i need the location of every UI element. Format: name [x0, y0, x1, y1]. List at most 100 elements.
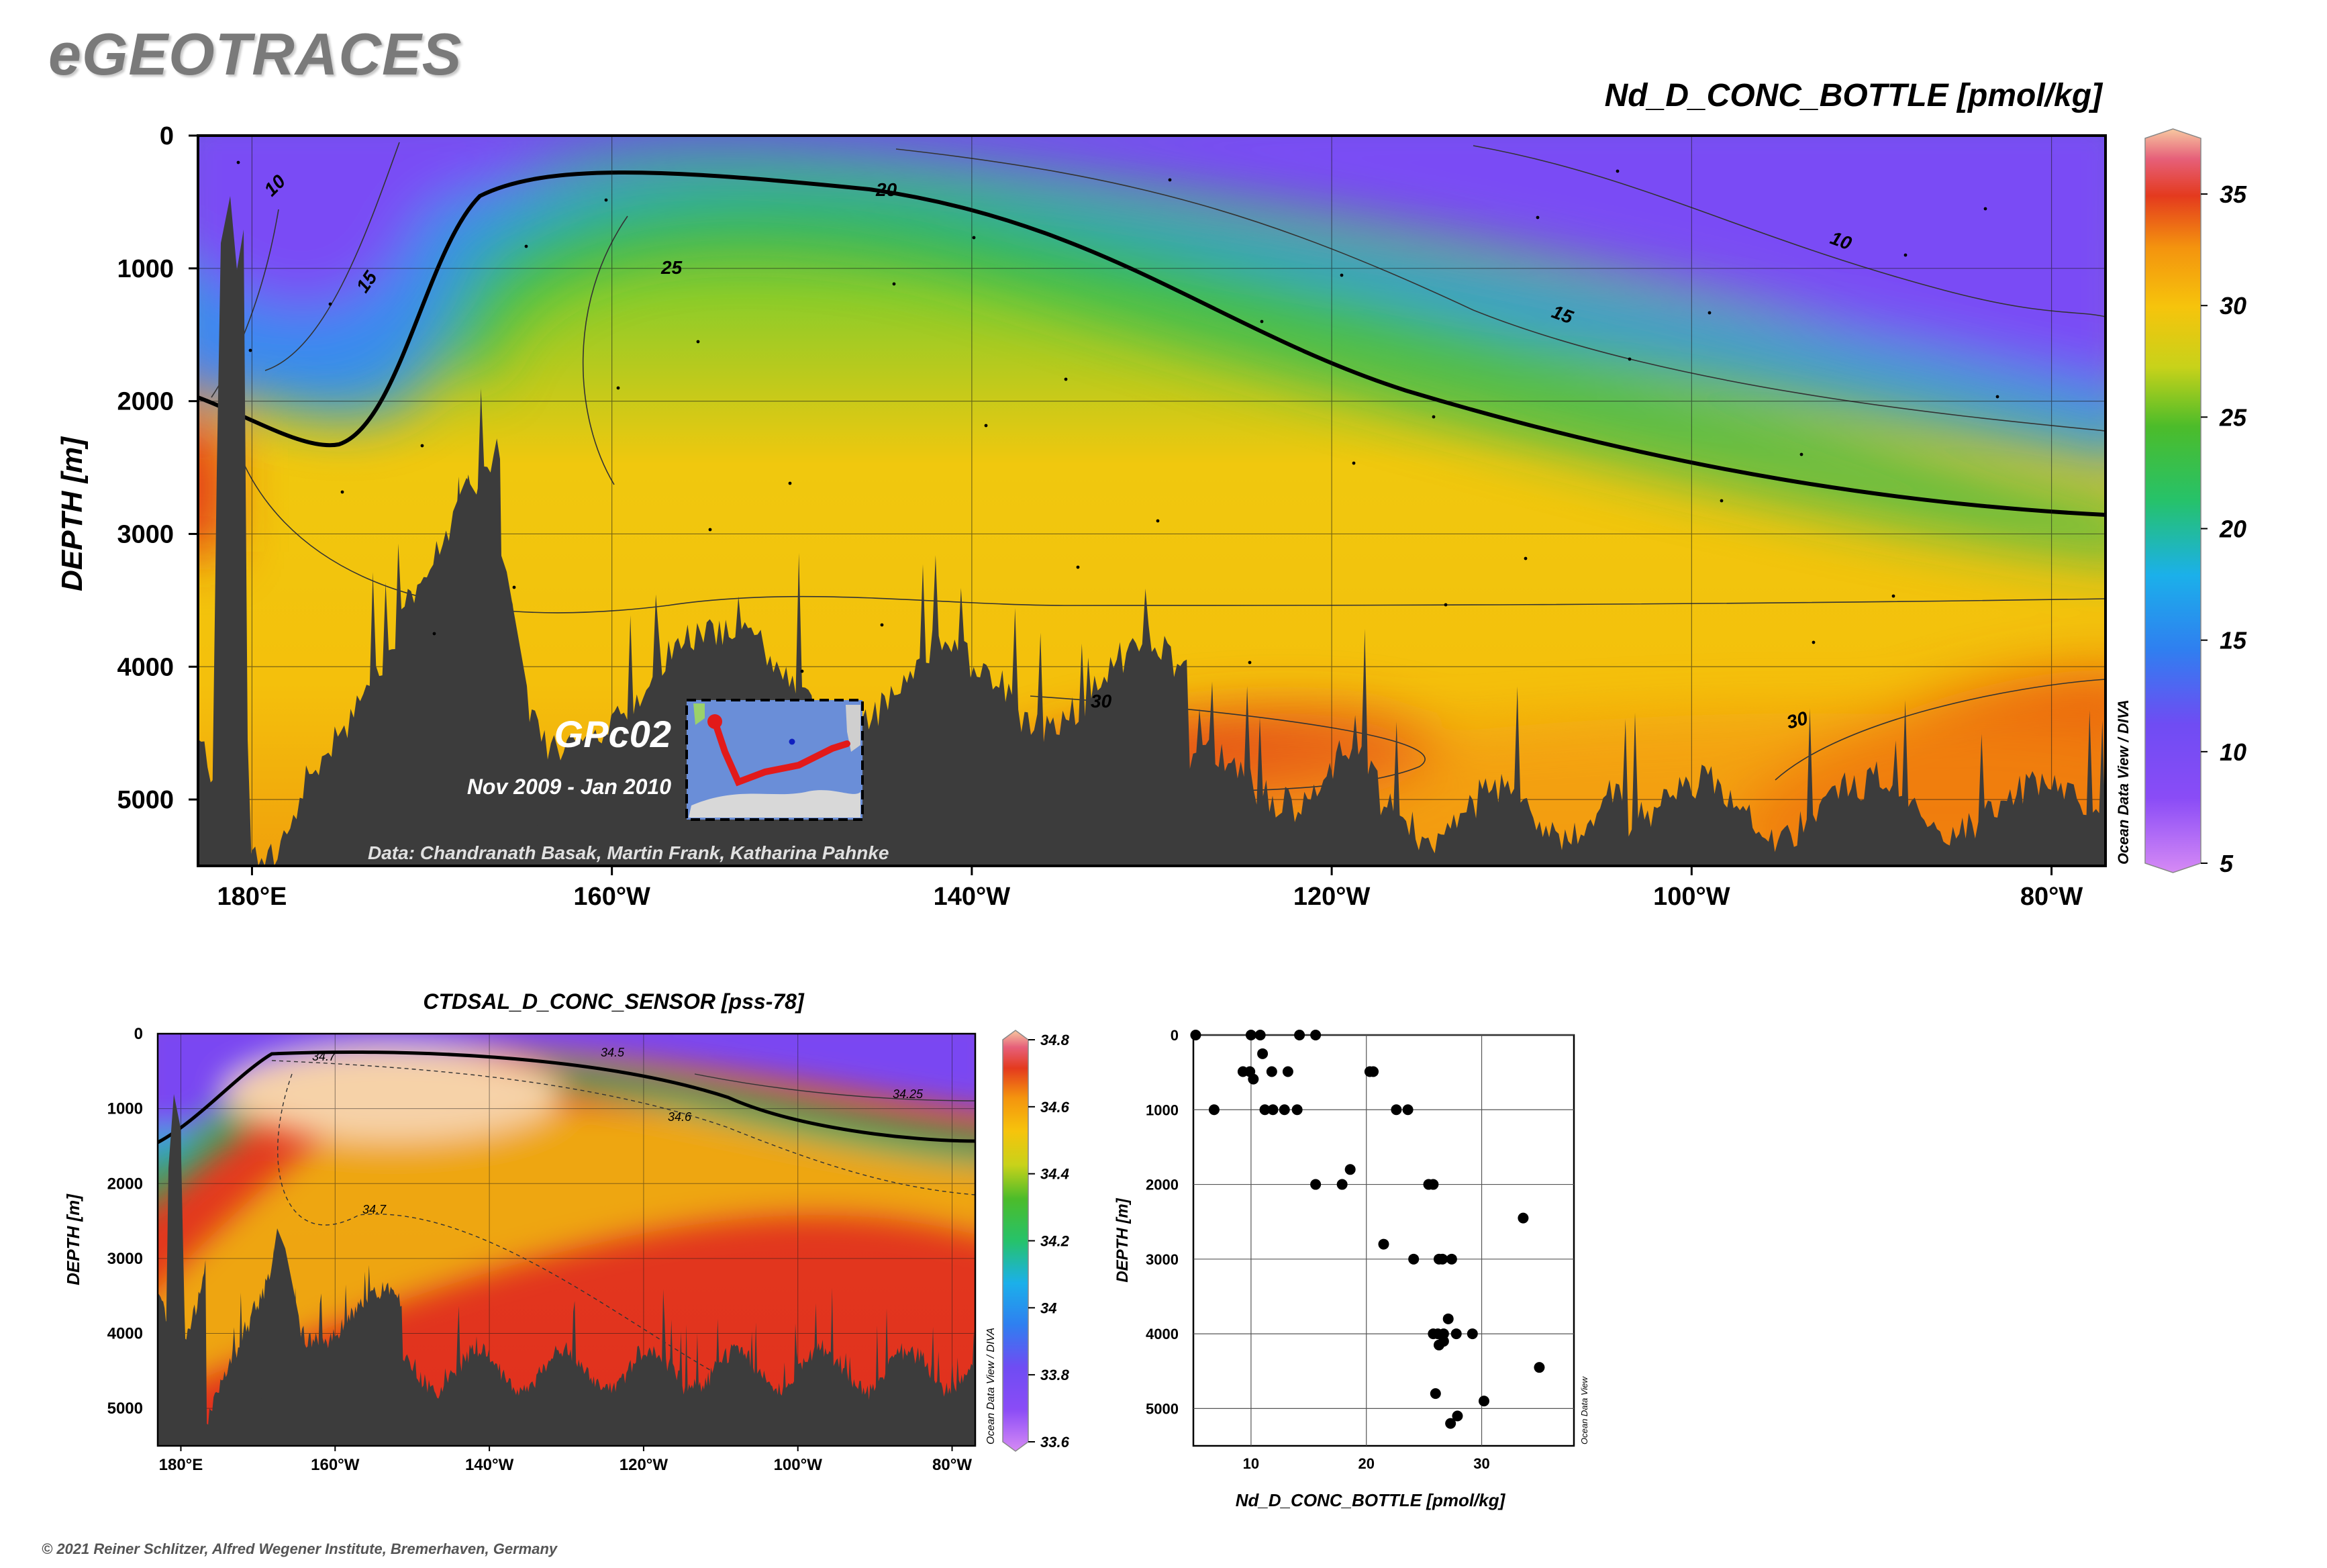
x-tick-label: 80°W	[932, 1456, 972, 1474]
y-tick-label: 1000	[1146, 1101, 1179, 1118]
colorbar-label: 25	[2219, 403, 2247, 431]
y-tick-label: 2000	[1146, 1177, 1179, 1193]
y-tick-label: 3000	[1146, 1251, 1179, 1268]
odv-watermark: Ocean Data View / DIVA	[985, 1328, 997, 1444]
x-tick-label: 180°E	[217, 883, 287, 911]
scatter-point	[1259, 1104, 1271, 1116]
y-tick-label: 0	[1171, 1027, 1179, 1044]
x-tick-label: 140°W	[934, 883, 1011, 911]
x-tick-label: 180°E	[159, 1456, 203, 1474]
contour-label: 25	[660, 257, 683, 278]
scatter-point	[1208, 1104, 1220, 1116]
data-credits: Data: Chandranath Basak, Martin Frank, K…	[368, 842, 889, 863]
scatter-point	[1368, 1066, 1379, 1077]
contour-label: 20	[875, 179, 897, 200]
cruise-track-inset-map	[685, 699, 864, 821]
scatter-point	[1257, 1048, 1269, 1059]
scatter-point	[1190, 1030, 1201, 1040]
scatter-point	[1445, 1418, 1456, 1429]
cruise-dates: Nov 2009 - Jan 2010	[467, 775, 671, 799]
salinity-seafloor	[158, 1248, 975, 1446]
scatter-point	[1266, 1066, 1277, 1077]
contour-label: 30	[1091, 691, 1112, 712]
y-tick-label: 4000	[107, 1325, 143, 1343]
y-axis-title: DEPTH [m]	[1113, 1197, 1132, 1282]
x-tick-label: 120°W	[620, 1456, 669, 1474]
salinity-frame	[156, 1032, 977, 1447]
scatter-point	[1310, 1179, 1322, 1190]
contour-label: 34.5	[601, 1046, 625, 1059]
colorbar-label: 35	[2220, 181, 2247, 208]
y-tick-label: 3000	[117, 520, 174, 548]
colorbar-label: 34	[1040, 1300, 1056, 1316]
y-tick-label: 1000	[107, 1100, 143, 1118]
nd-frame	[197, 134, 2107, 867]
scatter-point	[1437, 1253, 1448, 1265]
x-tick-label: 10	[1243, 1455, 1259, 1472]
scatter-point	[1450, 1328, 1462, 1340]
y-tick-label: 5000	[1146, 1400, 1179, 1417]
y-tick-label: 3000	[107, 1250, 143, 1268]
contour-label: 34.7	[312, 1050, 336, 1063]
x-tick-label: 140°W	[465, 1456, 514, 1474]
scatter-point	[1310, 1030, 1322, 1040]
colorbar-label: 34.6	[1040, 1099, 1070, 1116]
nd-ridge	[433, 478, 540, 866]
y-tick-label: 5000	[117, 786, 174, 814]
odv-watermark: Ocean Data View / DIVA	[2115, 699, 2132, 865]
scatter-point	[1378, 1238, 1389, 1250]
scatter-point	[1478, 1395, 1489, 1407]
scatter-point	[1291, 1104, 1303, 1116]
contour-label: 34.25	[893, 1087, 924, 1101]
scatter-point	[1254, 1030, 1266, 1040]
colorbar-label: 34.2	[1040, 1232, 1070, 1249]
nd-field	[198, 136, 2106, 866]
colorbar-label: 33.8	[1040, 1367, 1070, 1383]
colorbar-label: 30	[2220, 292, 2246, 320]
contour-label: 34.6	[668, 1110, 692, 1124]
y-axis-title: DEPTH [m]	[56, 436, 89, 591]
colorbar-label: 20	[2219, 515, 2246, 542]
scatter-point	[1391, 1104, 1402, 1116]
x-tick-label: 80°W	[2020, 883, 2083, 911]
colorbar-label: 34.8	[1040, 1032, 1070, 1048]
scatter-point	[1452, 1410, 1463, 1422]
salinity-contours	[158, 1050, 975, 1397]
scatter-point	[1267, 1104, 1279, 1116]
scatter-point	[1428, 1179, 1439, 1190]
nd-colorbar: 5 10 15 20 25 30 35	[2144, 128, 2247, 877]
chart-title: CTDSAL_D_CONC_SENSOR [pss-78]	[423, 989, 805, 1014]
scatter-point	[1433, 1339, 1444, 1351]
scatter-point	[1467, 1328, 1478, 1340]
scatter-point	[1294, 1030, 1305, 1040]
y-tick-label: 1000	[117, 255, 174, 283]
x-axis-title: Nd_D_CONC_BOTTLE [pmol/kg]	[1236, 1490, 1506, 1510]
scatter-point	[1279, 1104, 1290, 1116]
y-tick-label: 2000	[107, 1175, 143, 1193]
scatter-point	[1518, 1212, 1529, 1224]
nd-seamount	[211, 196, 252, 866]
x-tick-label: 120°W	[1293, 883, 1371, 911]
colorbar-label: 10	[2220, 738, 2246, 766]
y-tick-label: 4000	[1146, 1326, 1179, 1342]
x-tick-label: 160°W	[573, 883, 650, 911]
scatter-gridlines	[1193, 1034, 1574, 1446]
colorbar-label: 5	[2220, 850, 2234, 877]
y-tick-label: 0	[134, 1025, 143, 1043]
scatter-point	[1344, 1164, 1356, 1175]
scatter-point	[1336, 1179, 1348, 1190]
colorbar-label: 33.6	[1040, 1434, 1070, 1451]
chart-title: Nd_D_CONC_BOTTLE [pmol/kg]	[1605, 78, 2103, 113]
cruise-label: GPc02	[554, 713, 671, 755]
y-tick-label: 0	[160, 122, 174, 150]
scatter-point	[1402, 1104, 1414, 1116]
x-tick-label: 20	[1358, 1455, 1374, 1472]
scatter-point	[1430, 1388, 1441, 1400]
scatter-point	[1438, 1328, 1449, 1340]
scatter-point	[1282, 1066, 1293, 1077]
scatter-point	[1248, 1073, 1259, 1085]
scatter-point	[1534, 1362, 1545, 1373]
y-tick-label: 5000	[107, 1400, 143, 1418]
nd-sample-dots	[236, 160, 1999, 673]
